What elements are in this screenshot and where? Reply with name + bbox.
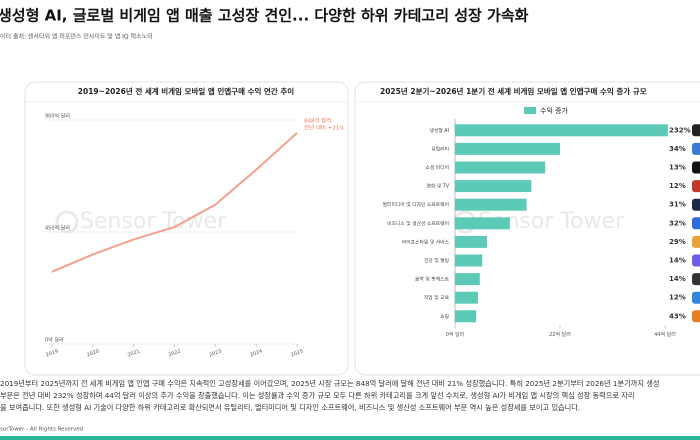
annotation: 전년 대비 +21% (304, 123, 345, 131)
growth-label: 12% (669, 182, 686, 190)
category-label: 건강 및 웰빙 (424, 257, 449, 264)
x-tick-label: 0억 달러 (446, 331, 465, 338)
footer: sorTower - All Rights Reserved (0, 427, 83, 433)
bar (455, 142, 560, 155)
growth-label: 14% (669, 257, 686, 265)
line (51, 132, 298, 273)
annotation: 848억 달러 (304, 116, 331, 124)
category-label: 소셜 미디어 (425, 164, 449, 171)
bar (455, 254, 483, 267)
bar (455, 180, 532, 193)
category-label: 음악 및 팟캐스트 (415, 276, 450, 283)
growth-label: 29% (669, 238, 686, 246)
left-panel (24, 81, 349, 376)
legend-swatch (524, 107, 536, 114)
growth-label: 232% (669, 126, 691, 134)
chart-title: 2025년 2분기~2026년 1분기 전 세계 비게임 모바일 앱 인앱구매 … (380, 86, 647, 96)
x-tick-label: 2025 (290, 348, 304, 358)
bar (455, 217, 510, 230)
bar (455, 291, 478, 304)
paragraph: 을 보여줍니다. 또한 생성형 AI 기술이 다양한 하위 카테고리로 확산되면… (0, 403, 580, 412)
bar (455, 235, 487, 248)
right-panel (354, 81, 700, 376)
paragraph: 부문은 전년 대비 232% 성장하며 44억 달러 이상의 추가 수익을 창출… (0, 391, 635, 400)
paragraph: 2019년부터 2025년까지 전 세계 비게임 앱 인앱 구매 수익은 지속적… (0, 379, 659, 388)
app-icon (692, 273, 700, 286)
x-tick-label: 2020 (86, 348, 100, 358)
category-label: 직업 및 교육 (424, 294, 450, 301)
y-tick-label: 450억 달러 (45, 225, 70, 232)
x-tick-label: 2024 (249, 348, 263, 358)
category-label: 멀티미디어 및 디자인 소프트웨어 (383, 201, 449, 208)
footer-bar (0, 436, 700, 440)
category-label: 유틸리티 (431, 145, 449, 152)
watermark: Sensor Tower (80, 209, 227, 234)
category-label: 비즈니스 및 생산성 소프트웨어 (387, 220, 449, 227)
category-label: 생성형 AI (430, 127, 449, 134)
growth-label: 14% (669, 275, 686, 283)
x-tick-label: 2022 (168, 348, 182, 358)
category-label: 영화 및 TV (426, 183, 449, 190)
app-icon (692, 161, 700, 174)
bar (455, 198, 527, 211)
app-icon (692, 124, 700, 137)
bar (455, 124, 668, 137)
x-tick-label: 44억 달러 (654, 331, 676, 338)
bar (455, 273, 480, 286)
bar (455, 310, 476, 323)
x-tick-label: 22억 달러 (549, 331, 571, 338)
category-label: 쇼핑 (440, 313, 449, 320)
legend-label: 수익 증가 (540, 106, 569, 115)
app-icon (692, 217, 700, 230)
category-label: 라이프스타일 및 서비스 (402, 238, 450, 245)
chart-title: 2019~2026년 전 세계 비게임 모바일 앱 인앱구매 수익 연간 추이 (78, 86, 295, 96)
x-tick-label: 2021 (127, 348, 141, 358)
growth-label: 12% (669, 294, 686, 302)
growth-label: 32% (669, 219, 686, 227)
app-icon (692, 142, 700, 155)
y-tick-label: 900억 달러 (45, 113, 70, 120)
x-tick-label: 2019 (45, 348, 59, 358)
growth-label: 34% (669, 145, 686, 153)
growth-label: 31% (669, 201, 686, 209)
app-icon (692, 235, 700, 248)
app-icon (692, 180, 700, 193)
growth-label: 43% (669, 312, 686, 320)
x-tick-label: 2023 (208, 348, 222, 358)
app-icon (692, 310, 700, 323)
growth-label: 13% (669, 164, 686, 172)
y-tick-label: 0억 달러 (45, 337, 64, 344)
source: 이터 출처: 센서타워 앱 퍼포먼스 인사이트 및 앱 IQ 택소노미 (0, 33, 153, 41)
app-icon (692, 254, 700, 267)
app-icon (692, 291, 700, 304)
app-icon (692, 198, 700, 211)
bar (455, 161, 546, 174)
page-title: 생성형 AI, 글로벌 비게임 앱 매출 고성장 견인... 다양한 하위 카테… (0, 7, 529, 25)
